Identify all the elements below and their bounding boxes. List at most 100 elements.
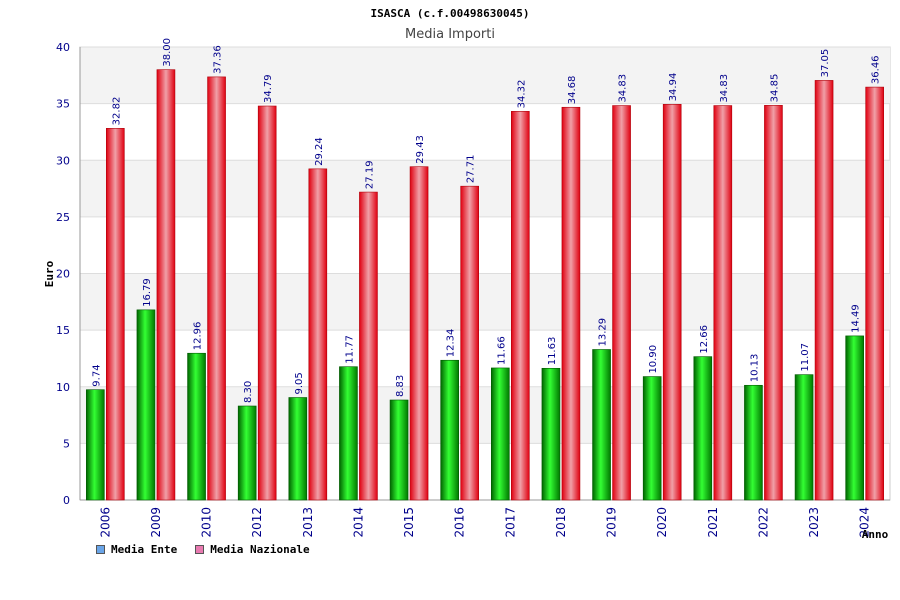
bar-media-nazionale (156, 69, 176, 501)
value-label-media-nazionale: 37.36 (213, 45, 224, 74)
x-axis-label: Anno (862, 528, 889, 541)
value-label-media-nazionale: 37.05 (820, 49, 831, 78)
bar-media-nazionale (662, 104, 682, 501)
value-label-media-ente: 11.66 (496, 336, 507, 365)
y-tick-label: 20 (56, 268, 70, 281)
bar-media-nazionale (409, 166, 429, 501)
value-label-media-nazionale: 29.24 (314, 137, 325, 166)
bar-media-ente (136, 309, 156, 501)
y-tick-label: 10 (56, 381, 70, 394)
y-tick-label: 25 (56, 211, 70, 224)
x-tick-label: 2020 (655, 507, 669, 538)
x-tick-label: 2017 (503, 507, 517, 538)
bar-media-nazionale (460, 185, 479, 501)
y-tick-label: 30 (56, 154, 70, 167)
y-tick-label: 15 (56, 324, 70, 337)
legend-label-nazionale: Media Nazionale (210, 543, 310, 556)
x-tick-label: 2023 (807, 507, 821, 538)
value-label-media-ente: 14.49 (851, 304, 862, 333)
value-label-media-nazionale: 27.71 (466, 155, 477, 184)
value-label-media-nazionale: 34.68 (567, 76, 578, 105)
legend-swatch-nazionale (195, 545, 205, 554)
y-tick-label: 40 (56, 41, 70, 54)
bar-media-ente (592, 349, 611, 501)
x-tick-label: 2022 (756, 507, 770, 538)
value-label-media-nazionale: 29.43 (415, 135, 426, 164)
value-label-media-nazionale: 27.19 (364, 160, 375, 189)
value-label-media-nazionale: 36.46 (871, 55, 882, 84)
value-label-media-ente: 9.74 (91, 364, 102, 386)
bar-media-ente (86, 389, 105, 501)
x-tick-label: 2010 (200, 507, 214, 538)
value-label-media-ente: 11.77 (344, 335, 355, 364)
x-tick-label: 2016 (453, 507, 467, 538)
value-label-media-ente: 8.30 (243, 381, 254, 403)
legend: Media Ente Media Nazionale (96, 543, 310, 556)
value-label-media-nazionale: 34.79 (263, 74, 274, 103)
value-label-media-ente: 12.34 (446, 329, 457, 358)
value-label-media-nazionale: 34.85 (769, 74, 780, 103)
value-label-media-ente: 11.63 (547, 337, 558, 366)
bar-media-nazionale (764, 105, 783, 501)
value-label-media-ente: 16.79 (142, 278, 153, 307)
value-label-media-nazionale: 34.83 (618, 74, 629, 103)
bar-media-ente (693, 356, 713, 501)
x-tick-label: 2019 (605, 507, 619, 538)
bar-media-ente (541, 367, 561, 501)
y-tick-label: 0 (63, 494, 70, 507)
value-label-media-nazionale: 34.94 (668, 73, 679, 102)
x-tick-label: 2014 (351, 507, 365, 538)
value-label-media-ente: 8.83 (395, 375, 406, 397)
x-tick-label: 2009 (149, 507, 163, 538)
x-tick-label: 2015 (402, 507, 416, 538)
bar-media-nazionale (561, 106, 581, 501)
bar-media-nazionale (612, 105, 631, 501)
bar-media-ente (845, 335, 864, 501)
x-tick-label: 2024 (858, 507, 872, 538)
value-label-media-ente: 12.66 (699, 325, 710, 354)
bar-media-nazionale (106, 128, 125, 501)
legend-swatch-ente (96, 545, 105, 554)
bar-media-ente (491, 367, 510, 501)
value-label-media-ente: 10.90 (648, 345, 659, 374)
bar-media-ente (237, 405, 257, 501)
bar-media-ente (339, 366, 358, 501)
bar-media-ente (642, 376, 662, 501)
bar-media-ente (440, 359, 459, 501)
bar-media-nazionale (814, 80, 834, 501)
bar-media-nazionale (511, 111, 530, 501)
bar-media-nazionale (257, 105, 277, 501)
value-label-media-ente: 10.13 (749, 354, 760, 383)
bar-media-nazionale (207, 76, 226, 501)
bar-media-nazionale (308, 168, 328, 501)
value-label-media-nazionale: 34.32 (516, 80, 527, 109)
x-tick-label: 2012 (250, 507, 264, 538)
x-tick-label: 2006 (98, 507, 112, 538)
bar-media-ente (288, 397, 308, 501)
legend-label-ente: Media Ente (111, 543, 178, 556)
chart-title: ISASCA (c.f.00498630045) (371, 7, 530, 20)
value-label-media-ente: 9.05 (294, 372, 305, 394)
value-label-media-nazionale: 32.82 (111, 97, 122, 126)
bar-media-ente (187, 352, 206, 501)
value-label-media-ente: 12.96 (193, 322, 204, 351)
bar-media-ente (794, 374, 814, 501)
y-tick-label: 5 (63, 437, 70, 450)
value-label-media-nazionale: 38.00 (162, 38, 173, 67)
bar-media-nazionale (865, 86, 884, 501)
x-tick-label: 2018 (554, 507, 568, 538)
bar-media-nazionale (359, 191, 378, 501)
legend-item-nazionale: Media Nazionale (195, 543, 310, 556)
x-tick-label: 2013 (301, 507, 315, 538)
bar-media-nazionale (713, 105, 733, 501)
legend-item-ente: Media Ente (96, 543, 177, 556)
value-label-media-nazionale: 34.83 (719, 74, 730, 103)
x-tick-label: 2021 (706, 507, 720, 538)
y-tick-label: 35 (56, 98, 70, 111)
value-label-media-ente: 13.29 (598, 318, 609, 347)
bar-media-ente (744, 384, 763, 501)
chart-subtitle: Media Importi (405, 27, 495, 42)
y-axis-label: Euro (43, 260, 56, 287)
bar-media-ente (389, 399, 409, 501)
